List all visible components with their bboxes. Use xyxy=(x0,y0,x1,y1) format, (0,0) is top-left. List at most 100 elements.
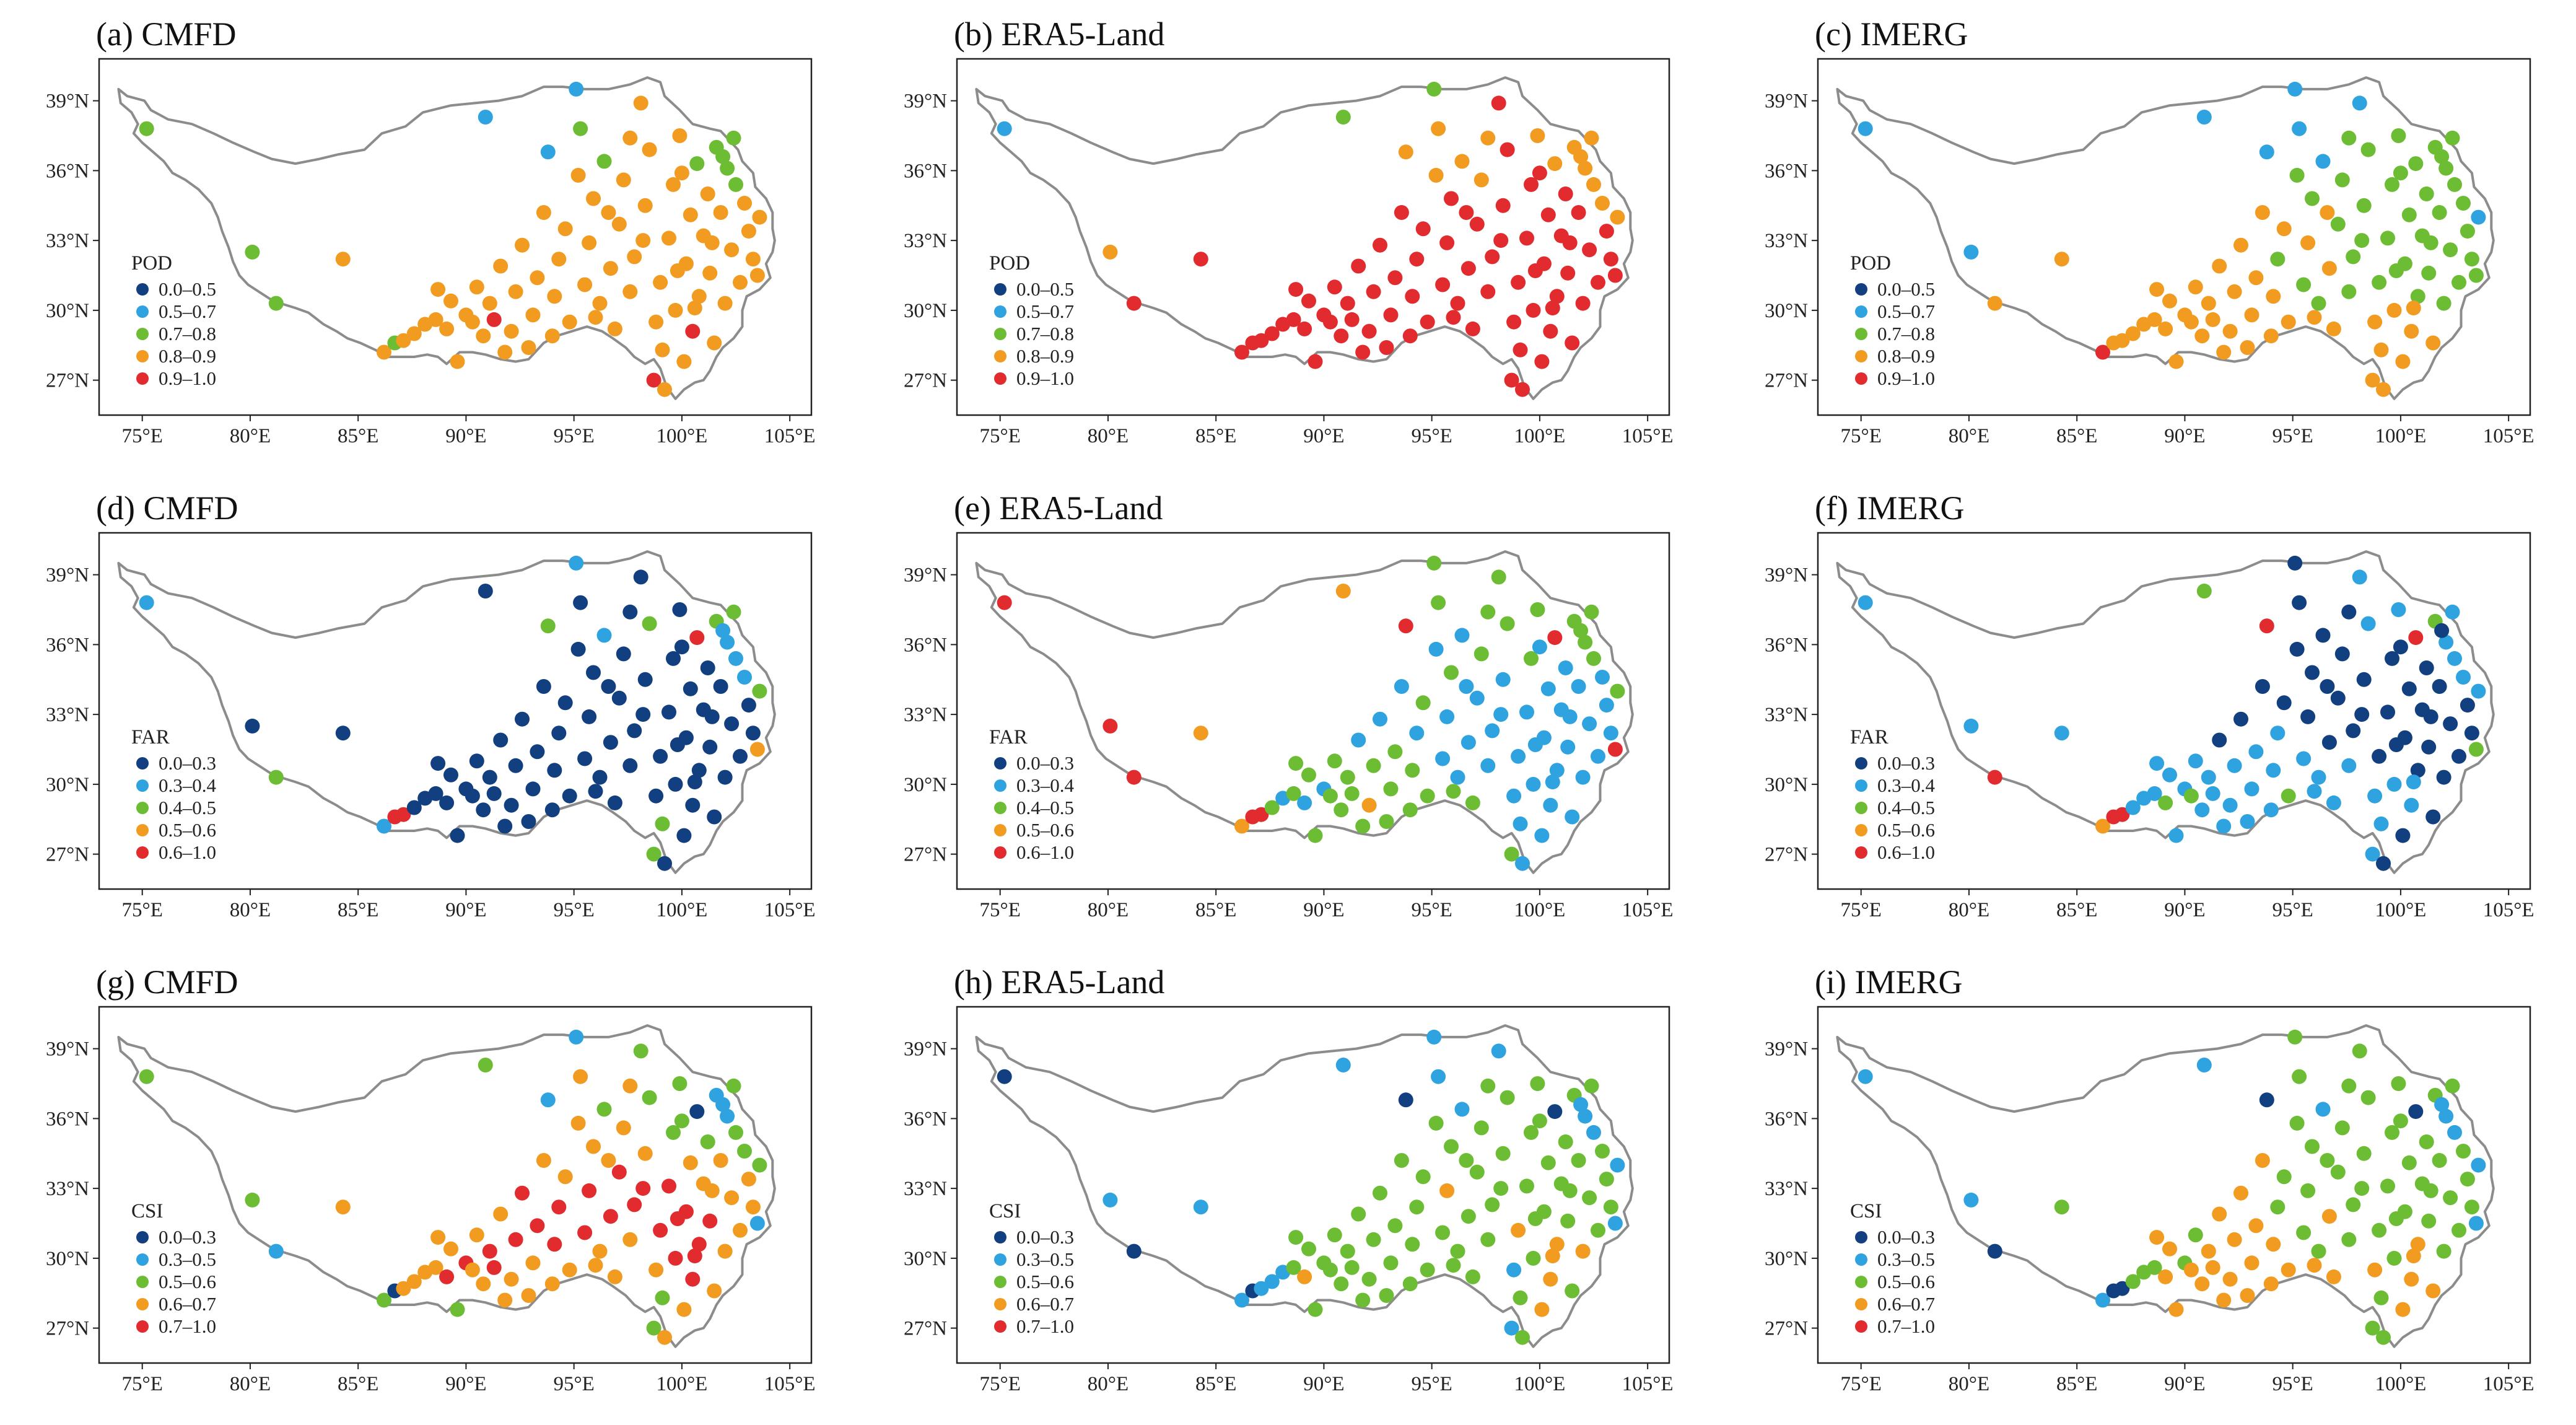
legend: CSI 0.0–0.30.3–0.50.5–0.60.6–0.70.7–1.0 xyxy=(989,1200,1074,1337)
station-point xyxy=(720,1108,735,1124)
station-point xyxy=(2425,809,2441,825)
station-point xyxy=(2401,681,2417,696)
station-point xyxy=(1102,718,1118,734)
station-point xyxy=(2460,698,2475,713)
station-point xyxy=(611,690,627,706)
x-tick-label: 100°E xyxy=(2375,1373,2426,1395)
legend-marker xyxy=(994,283,1006,296)
station-point xyxy=(1383,781,1399,797)
station-point xyxy=(627,249,642,265)
station-point xyxy=(139,121,154,136)
station-point xyxy=(648,314,664,330)
station-point xyxy=(655,1290,670,1305)
station-point xyxy=(2201,1243,2216,1259)
station-point xyxy=(2419,1134,2434,1149)
station-point xyxy=(668,1250,683,1266)
legend-label: 0.5–0.7 xyxy=(1016,300,1074,322)
station-point xyxy=(1402,328,1418,344)
station-point xyxy=(2227,1232,2242,1247)
station-point xyxy=(1459,1153,1474,1168)
x-tick-label: 80°E xyxy=(1088,425,1129,447)
station-point xyxy=(627,723,642,739)
station-point xyxy=(2360,142,2376,157)
station-point xyxy=(1480,1078,1496,1094)
station-point xyxy=(685,1271,701,1287)
x-tick-label: 75°E xyxy=(1841,899,1882,921)
station-point xyxy=(1444,665,1459,680)
map-frame xyxy=(1817,1006,2531,1364)
station-point xyxy=(1565,1283,1580,1299)
station-point xyxy=(1578,634,1593,650)
station-point xyxy=(1963,244,1979,260)
station-point xyxy=(1322,1262,1338,1278)
x-tick-label: 95°E xyxy=(553,899,594,921)
panel-title: (a) CMFD xyxy=(96,15,237,53)
station-point xyxy=(1532,165,1547,181)
station-point xyxy=(1288,756,1304,771)
legend-title: CSI xyxy=(1850,1200,1882,1222)
station-point xyxy=(2212,1206,2227,1222)
station-point xyxy=(1519,230,1534,246)
station-point xyxy=(428,312,443,327)
station-point xyxy=(577,1225,593,1240)
legend-marker xyxy=(136,283,149,296)
station-point xyxy=(1308,354,1323,369)
station-point xyxy=(245,1192,260,1208)
station-point xyxy=(540,144,556,160)
legend-label: 0.6–0.7 xyxy=(159,1293,216,1315)
station-point xyxy=(717,770,733,785)
legend: CSI 0.0–0.30.3–0.50.5–0.60.6–0.70.7–1.0 xyxy=(1850,1200,1935,1337)
station-point xyxy=(713,679,728,694)
station-point xyxy=(2376,856,2391,871)
station-point xyxy=(2259,1092,2274,1108)
station-point xyxy=(601,679,616,694)
station-point xyxy=(745,252,761,267)
station-point xyxy=(1578,160,1593,176)
station-point xyxy=(2125,1274,2141,1289)
station-point xyxy=(685,797,701,813)
station-point xyxy=(570,167,586,183)
station-point xyxy=(670,737,685,752)
station-point xyxy=(1405,1237,1420,1252)
legend-label: 0.9–1.0 xyxy=(159,367,216,389)
map-frame xyxy=(956,532,1670,890)
station-point xyxy=(657,856,672,871)
station-point xyxy=(646,372,661,388)
station-point xyxy=(726,604,741,620)
x-tick-label: 85°E xyxy=(338,425,378,447)
x-tick-label: 90°E xyxy=(2164,1373,2205,1395)
x-tick-label: 100°E xyxy=(2375,899,2426,921)
legend-marker xyxy=(136,350,149,362)
station-point xyxy=(2421,265,2437,281)
station-point xyxy=(2380,1178,2395,1194)
y-tick-label: 39°N xyxy=(46,564,89,587)
station-point xyxy=(1334,802,1349,818)
y-tick-label: 30°N xyxy=(1765,300,1808,322)
station-point xyxy=(1387,270,1403,286)
legend-marker xyxy=(1855,757,1867,770)
station-point xyxy=(1573,1097,1589,1112)
station-point xyxy=(1573,149,1589,164)
station-point xyxy=(642,142,657,157)
station-point xyxy=(268,1243,284,1259)
x-tick-label: 85°E xyxy=(2056,899,2097,921)
station-point xyxy=(1322,788,1338,804)
station-point xyxy=(2341,284,2357,299)
station-point xyxy=(1545,300,1560,316)
station-point xyxy=(1387,1218,1403,1234)
station-point xyxy=(2468,268,2484,283)
station-point xyxy=(1540,1155,1556,1170)
station-point xyxy=(2149,282,2165,297)
station-point xyxy=(1474,1120,1489,1136)
station-point xyxy=(2391,602,2406,617)
station-point xyxy=(569,1029,584,1045)
station-point xyxy=(2404,797,2419,813)
station-point xyxy=(2222,797,2238,813)
station-point xyxy=(1610,1157,1625,1173)
station-point xyxy=(2460,224,2475,239)
station-point xyxy=(1297,795,1312,810)
station-point xyxy=(1366,758,1381,773)
station-point xyxy=(1428,641,1444,657)
station-point xyxy=(443,293,458,309)
station-point xyxy=(2125,326,2141,341)
